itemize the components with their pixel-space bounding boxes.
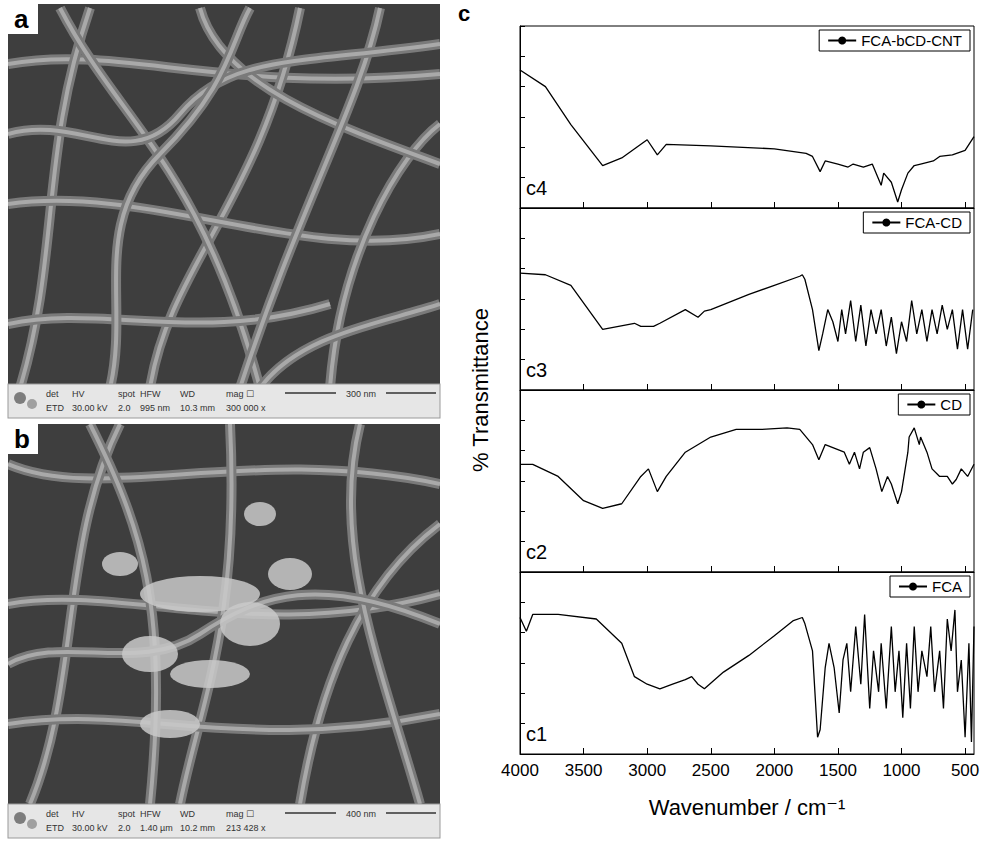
svg-text:FCA-bCD-CNT: FCA-bCD-CNT — [861, 32, 962, 49]
svg-text:3000: 3000 — [628, 761, 666, 780]
svg-text:1.40 µm: 1.40 µm — [140, 823, 173, 833]
svg-text:30.00 kV: 30.00 kV — [72, 823, 108, 833]
svg-text:c: c — [458, 1, 470, 26]
svg-text:c3: c3 — [526, 359, 547, 381]
svg-text:mag ☐: mag ☐ — [226, 809, 254, 819]
svg-text:500: 500 — [951, 761, 979, 780]
svg-text:2500: 2500 — [692, 761, 730, 780]
svg-text:spot: spot — [118, 389, 136, 399]
svg-text:c4: c4 — [526, 177, 547, 199]
svg-text:c2: c2 — [526, 541, 547, 563]
svg-text:213 428 x: 213 428 x — [226, 823, 266, 833]
svg-text:4000: 4000 — [501, 761, 539, 780]
svg-text:det: det — [46, 809, 59, 819]
svg-text:WD: WD — [180, 389, 195, 399]
svg-text:det: det — [46, 389, 59, 399]
svg-text:HV: HV — [72, 809, 85, 819]
svg-text:300 000 x: 300 000 x — [226, 403, 266, 413]
svg-text:400 nm: 400 nm — [346, 809, 376, 819]
svg-text:30.00 kV: 30.00 kV — [72, 403, 108, 413]
svg-text:HFW: HFW — [140, 809, 161, 819]
svg-text:995 nm: 995 nm — [140, 403, 170, 413]
svg-text:spot: spot — [118, 809, 136, 819]
svg-text:Wavenumber / cm⁻¹: Wavenumber / cm⁻¹ — [649, 795, 846, 820]
svg-text:HFW: HFW — [140, 389, 161, 399]
svg-text:10.2 mm: 10.2 mm — [180, 823, 215, 833]
svg-text:mag ☐: mag ☐ — [226, 389, 254, 399]
svg-text:ETD: ETD — [46, 403, 65, 413]
svg-text:1000: 1000 — [883, 761, 921, 780]
svg-text:3500: 3500 — [565, 761, 603, 780]
svg-text:2.0: 2.0 — [118, 403, 131, 413]
svg-text:10.3 mm: 10.3 mm — [180, 403, 215, 413]
svg-text:b: b — [14, 424, 30, 454]
svg-text:300 nm: 300 nm — [346, 389, 376, 399]
svg-text:CD: CD — [940, 396, 962, 413]
svg-text:a: a — [14, 4, 29, 34]
svg-text:% Transmittance: % Transmittance — [468, 308, 493, 472]
svg-text:c1: c1 — [526, 723, 547, 745]
svg-text:HV: HV — [72, 389, 85, 399]
svg-text:2.0: 2.0 — [118, 823, 131, 833]
svg-text:FCA-CD: FCA-CD — [905, 214, 962, 231]
svg-text:1500: 1500 — [819, 761, 857, 780]
svg-text:WD: WD — [180, 809, 195, 819]
svg-text:ETD: ETD — [46, 823, 65, 833]
svg-text:FCA: FCA — [932, 578, 962, 595]
svg-text:2000: 2000 — [755, 761, 793, 780]
